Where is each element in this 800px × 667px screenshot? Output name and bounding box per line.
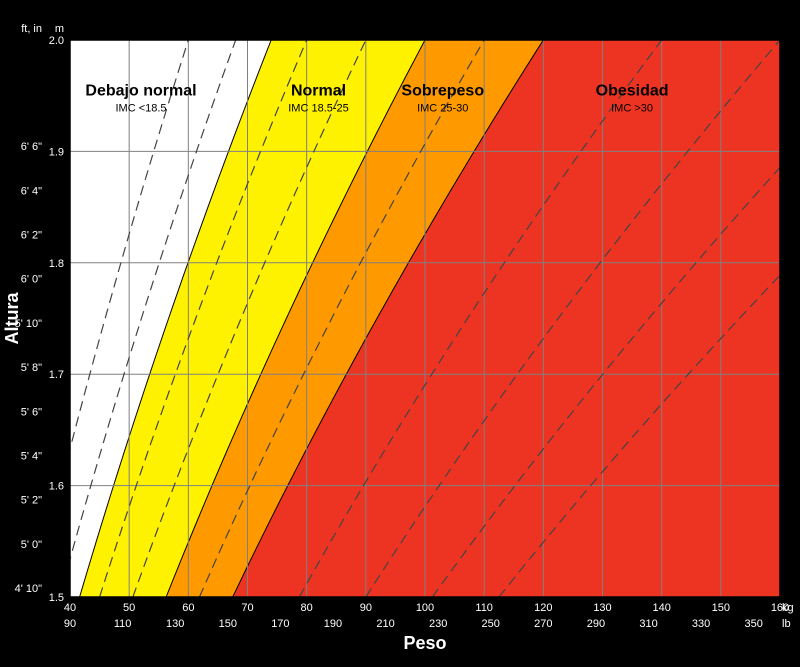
xtick-kg: 90 — [360, 602, 372, 614]
ytick-ft: 6' 2" — [21, 229, 42, 241]
xtick-kg: 70 — [241, 602, 253, 614]
region-sub-normal: IMC 18.5-25 — [288, 103, 349, 115]
region-sub-obese: IMC >30 — [611, 103, 653, 115]
region-title-overweight: Sobrepeso — [401, 83, 484, 100]
region-sub-overweight: IMC 25-30 — [417, 103, 468, 115]
ytick-ft: 5' 6" — [21, 406, 42, 418]
xtick-lb: 250 — [482, 618, 500, 630]
y-unit-m: m — [55, 23, 64, 35]
region-title-underweight: Debajo normal — [85, 83, 196, 100]
xtick-lb: 290 — [587, 618, 605, 630]
ytick-m: 1.7 — [49, 369, 64, 381]
xtick-lb: 90 — [64, 618, 76, 630]
ytick-m: 1.5 — [49, 592, 64, 604]
xtick-kg: 150 — [712, 602, 730, 614]
ytick-m: 1.8 — [49, 258, 64, 270]
x-unit-kg: kg — [782, 602, 794, 614]
xtick-kg: 50 — [123, 602, 135, 614]
ytick-ft: 4' 10" — [15, 583, 43, 595]
ytick-ft: 5' 2" — [21, 495, 42, 507]
ytick-ft: 6' 6" — [21, 141, 42, 153]
ytick-m: 2.0 — [49, 35, 64, 47]
xtick-lb: 230 — [429, 618, 447, 630]
xtick-lb: 150 — [219, 618, 237, 630]
bmi-chart-svg: Debajo normal IMC <18.5 Normal IMC 18.5-25 S… — [0, 0, 800, 667]
ytick-ft: 6' 0" — [21, 274, 42, 286]
xtick-lb: 210 — [376, 618, 394, 630]
xtick-kg: 100 — [416, 602, 434, 614]
x-unit-lb: lb — [782, 618, 791, 630]
xtick-kg: 130 — [593, 602, 611, 614]
xtick-kg: 120 — [534, 602, 552, 614]
region-sub-underweight: IMC <18.5 — [115, 103, 166, 115]
xtick-lb: 170 — [271, 618, 289, 630]
region-title-obese: Obesidad — [596, 83, 669, 100]
xtick-kg: 40 — [64, 602, 76, 614]
bmi-chart-container: { "canvas": { "width": 800, "height": 66… — [0, 0, 800, 667]
ytick-m: 1.9 — [49, 146, 64, 158]
ytick-ft: 5' 8" — [21, 362, 42, 374]
x-axis-title: Peso — [403, 633, 446, 653]
xtick-kg: 60 — [182, 602, 194, 614]
ytick-m: 1.6 — [49, 481, 64, 493]
xtick-kg: 140 — [652, 602, 670, 614]
region-title-normal: Normal — [291, 83, 346, 100]
ytick-ft: 5' 0" — [21, 539, 42, 551]
xtick-lb: 130 — [166, 618, 184, 630]
y-axis-title: Altura — [2, 292, 22, 345]
xtick-kg: 110 — [475, 602, 493, 614]
xtick-lb: 330 — [692, 618, 710, 630]
xtick-kg: 80 — [301, 602, 313, 614]
y-unit-ft: ft, in — [21, 23, 42, 35]
ytick-ft: 6' 4" — [21, 185, 42, 197]
xtick-lb: 310 — [639, 618, 657, 630]
xtick-lb: 110 — [114, 618, 132, 630]
ytick-ft: 5' 4" — [21, 451, 42, 463]
xtick-lb: 190 — [324, 618, 342, 630]
xtick-lb: 350 — [745, 618, 763, 630]
xtick-lb: 270 — [534, 618, 552, 630]
